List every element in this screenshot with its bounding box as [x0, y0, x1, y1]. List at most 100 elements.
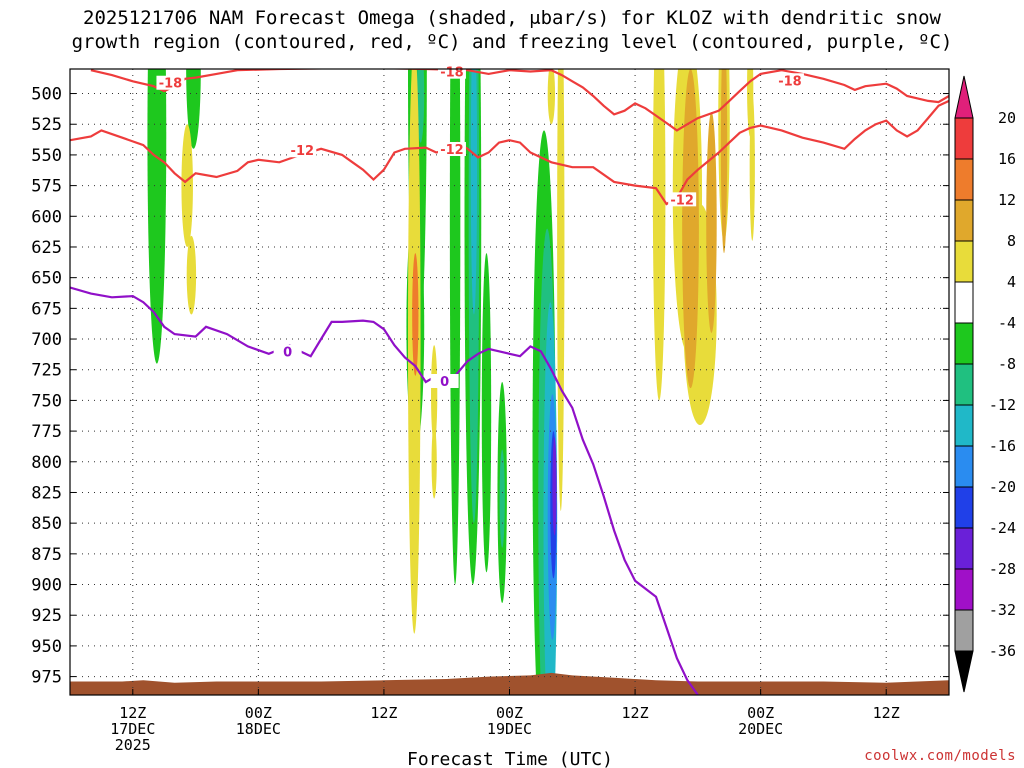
title-line-1: 2025121706 NAM Forecast Omega (shaded, μ… [83, 7, 941, 29]
y-tick-label: 925 [31, 606, 62, 626]
contour-label-bg [273, 344, 302, 359]
y-tick-label: 625 [31, 238, 62, 258]
omega-cell [186, 235, 197, 315]
omega-cell [499, 449, 505, 548]
y-tick-label: 900 [31, 576, 62, 596]
contour-label: -18 [159, 77, 183, 92]
x-tick-label: 00Z [245, 704, 272, 722]
contour-lines [70, 69, 949, 695]
dgz-upper-contour [90, 69, 949, 132]
colorbar-tick-label: 12 [998, 191, 1016, 209]
y-tick-label: 975 [31, 668, 62, 688]
omega-cell [449, 69, 461, 585]
colorbar-tick-label: 4 [1007, 273, 1016, 291]
colorbar-band [954, 117, 974, 160]
contour-label-bg [775, 73, 804, 88]
y-tick-label: 775 [31, 422, 62, 442]
y-tick-label: 500 [31, 85, 62, 105]
omega-cell [470, 69, 478, 315]
x-tick-label: 12Z [370, 704, 397, 722]
x-tick-label: 18DEC [236, 720, 281, 738]
dgz-lower-contour [70, 99, 949, 206]
colorbar-band [954, 199, 974, 242]
colorbar-tick-label: 20 [998, 109, 1016, 127]
x-tick-label: 19DEC [487, 720, 532, 738]
contour-label: -18 [778, 74, 802, 89]
colorbar-top-cap [954, 75, 974, 119]
terrain-fill [70, 672, 949, 695]
omega-cell [412, 253, 419, 376]
contour-label: -12 [670, 193, 694, 208]
x-tick-label: 12Z [873, 704, 900, 722]
contour-label: 0 [440, 375, 449, 390]
y-tick-label: 550 [31, 146, 62, 166]
omega-cell [431, 424, 437, 499]
omega-cell [147, 69, 167, 364]
colorbar-tick-label: -16 [989, 437, 1016, 455]
omega-cell [706, 111, 717, 333]
colorbar-tick-label: -20 [989, 478, 1016, 496]
colorbar-band [954, 404, 974, 447]
colorbar: 20 16 12 8 4 -4 -8 -12 -16 -20 -24 -28 -32 -36 [954, 75, 1016, 693]
x-tick-label: 17DEC [110, 720, 155, 738]
x-tick-label: 00Z [747, 704, 774, 722]
colorbar-band [954, 158, 974, 201]
contour-label: 0 [283, 346, 292, 361]
title-line-2: growth region (contoured, red, ºC) and f… [71, 31, 953, 53]
grid-lines [70, 69, 949, 695]
y-tick-label: 825 [31, 483, 62, 503]
colorbar-band [954, 527, 974, 570]
omega-cell [431, 345, 438, 444]
omega-cell [720, 69, 728, 254]
colorbar-tick-label: -24 [989, 519, 1016, 537]
colorbar-tick-label: -28 [989, 560, 1016, 578]
x-tick-label: 12Z [119, 704, 146, 722]
colorbar-tick-label: -36 [989, 642, 1016, 660]
colorbar-band [954, 363, 974, 406]
colorbar-tick-label: -4 [998, 314, 1016, 332]
y-tick-label: 650 [31, 269, 62, 289]
colorbar-band [954, 609, 974, 652]
x-axis-label: Forecast Time (UTC) [407, 749, 613, 768]
contour-label-bg [156, 75, 185, 90]
y-tick-label: 875 [31, 545, 62, 565]
colorbar-band [954, 445, 974, 488]
y-tick-label: 525 [31, 115, 62, 135]
contour-label: -18 [440, 66, 464, 81]
chart-title: 2025121706 NAM Forecast Omega (shaded, μ… [0, 6, 1024, 54]
colorbar-tick-label: 8 [1007, 232, 1016, 250]
y-tick-label: 725 [31, 361, 62, 381]
colorbar-band [954, 322, 974, 365]
colorbar-band [954, 568, 974, 611]
y-axis: 500 525 550 575 600 625 650 675 700 725 750 775 800 8… [31, 85, 949, 688]
colorbar-bottom-cap [954, 650, 974, 693]
y-tick-label: 850 [31, 514, 62, 534]
colorbar-tick-label: -8 [998, 355, 1016, 373]
omega-cell [186, 69, 201, 149]
contour-label-bg [430, 374, 459, 388]
omega-cell [552, 437, 557, 536]
omega-cell [749, 93, 755, 241]
colorbar-tick-label: 16 [998, 150, 1016, 168]
x-tick-label: 20DEC [738, 720, 783, 738]
contour-label: -12 [440, 143, 464, 158]
contour-label: -12 [291, 144, 315, 159]
terrain [70, 672, 949, 695]
colorbar-tick-label: -32 [989, 601, 1016, 619]
omega-cell [547, 69, 556, 125]
omega-cell [481, 253, 492, 573]
contour-label-bg [288, 143, 317, 158]
omega-cell [682, 69, 699, 389]
y-tick-label: 950 [31, 637, 62, 657]
colorbar-band [954, 281, 974, 324]
credit-text: coolwx.com/models [864, 748, 1016, 764]
contour-label-bg [668, 192, 697, 207]
contour-label-bg [437, 142, 466, 157]
y-tick-label: 675 [31, 299, 62, 319]
x-tick-label: 00Z [496, 704, 523, 722]
x-tick-label: 2025 [115, 736, 151, 754]
y-tick-label: 750 [31, 391, 62, 411]
colorbar-tick-label: -12 [989, 396, 1016, 414]
